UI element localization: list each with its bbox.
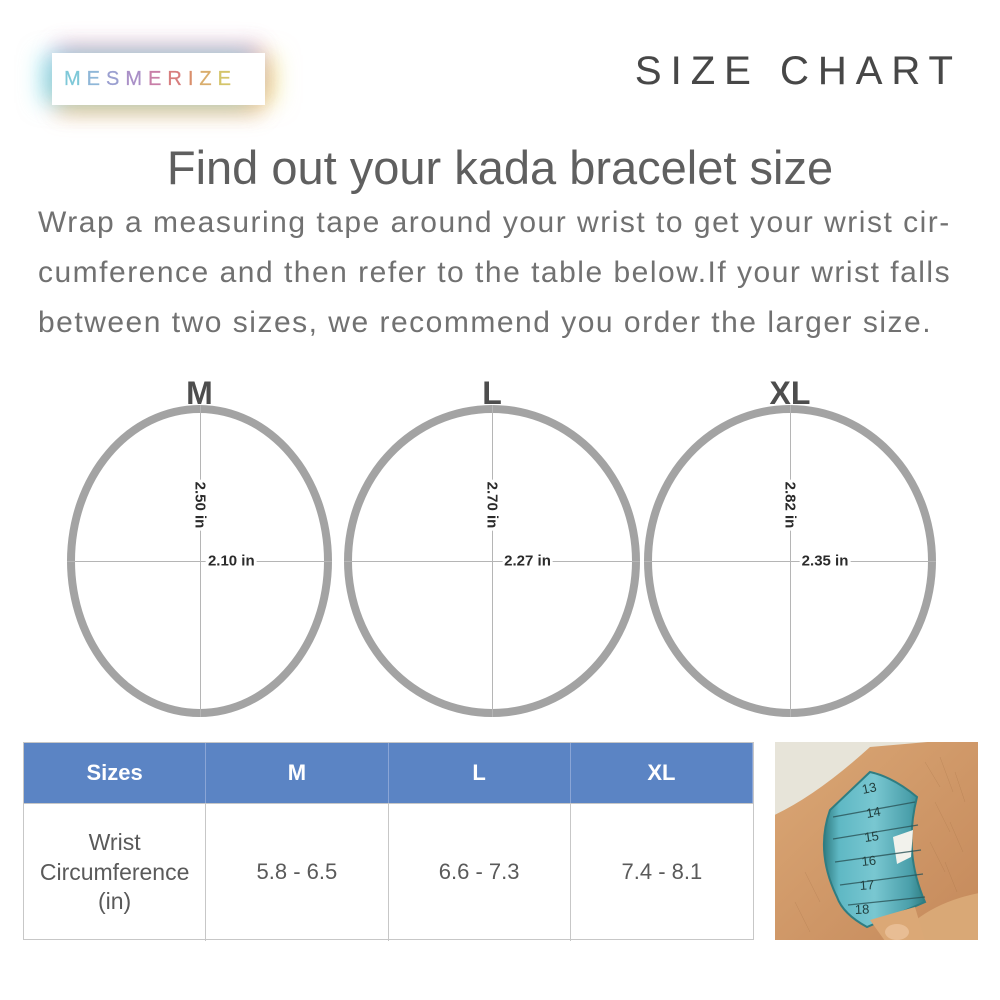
svg-text:18: 18 bbox=[855, 902, 870, 917]
svg-text:17: 17 bbox=[859, 877, 874, 893]
svg-text:14: 14 bbox=[865, 804, 882, 821]
svg-text:13: 13 bbox=[861, 779, 878, 797]
svg-text:16: 16 bbox=[861, 853, 877, 869]
svg-text:SIZE CHART: SIZE CHART bbox=[635, 49, 962, 93]
svg-text:MESMERIZE: MESMERIZE bbox=[64, 68, 237, 90]
svg-text:15: 15 bbox=[863, 828, 879, 845]
